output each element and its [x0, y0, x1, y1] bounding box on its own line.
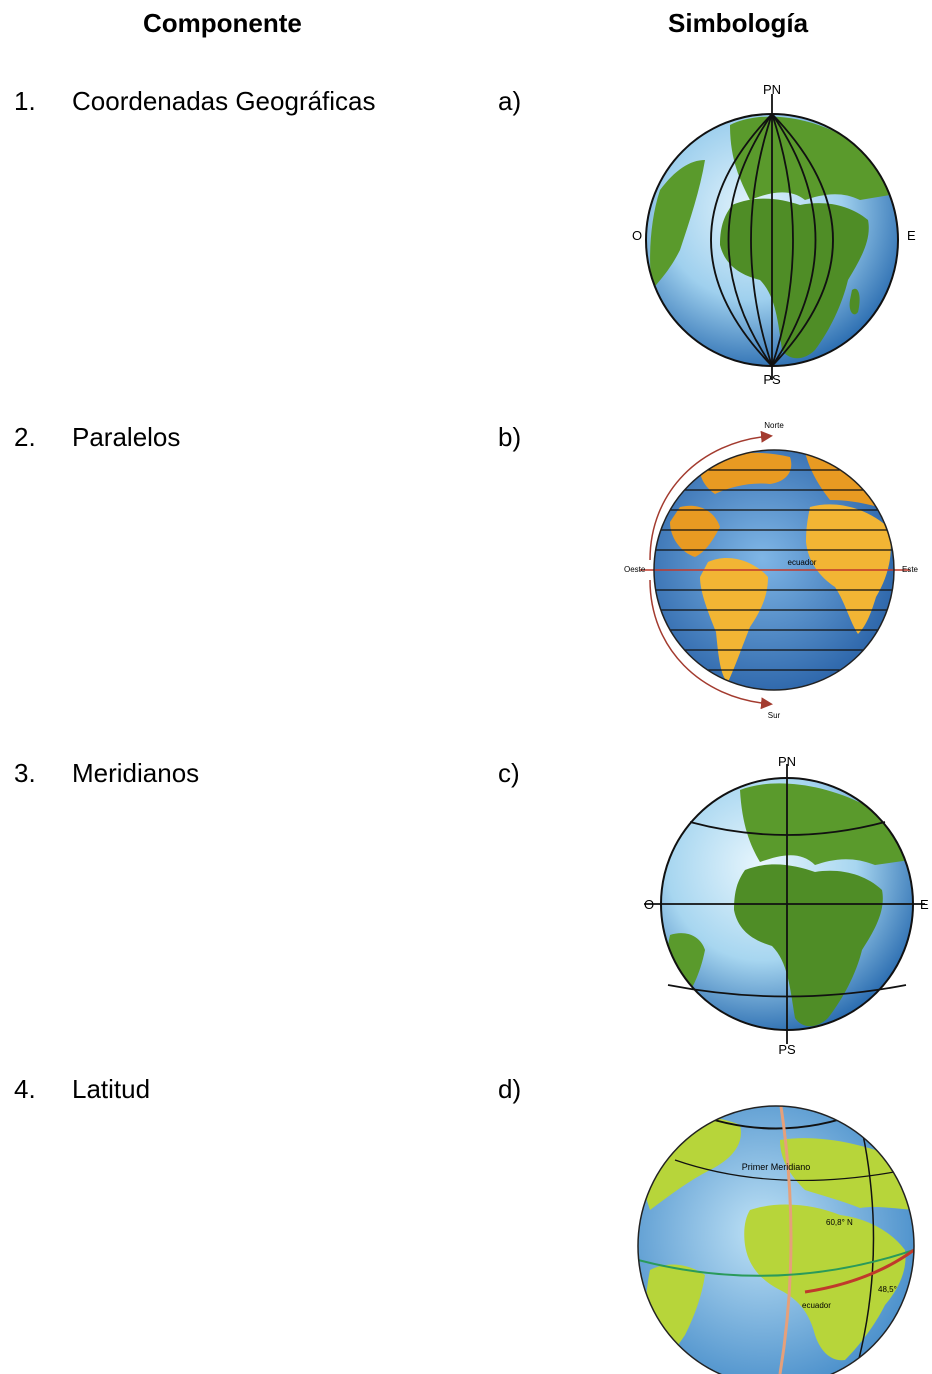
parallel-line	[674, 1159, 906, 1181]
item-label: Latitud	[72, 1074, 151, 1104]
item-label: Meridianos	[72, 758, 200, 788]
latitude-label-2: 48,5°	[878, 1285, 897, 1294]
coordinate-lines	[644, 764, 925, 1044]
prime-meridian-line	[778, 1106, 793, 1374]
item-number: 1.	[14, 86, 36, 116]
longitude-arc	[804, 1248, 914, 1294]
header-symbology: Simbología	[668, 8, 809, 38]
header-component: Componente	[143, 8, 302, 38]
item-letter: c)	[498, 758, 520, 788]
south-arrow	[649, 579, 773, 710]
east-label: E	[907, 228, 916, 243]
west-label: Oeste	[624, 565, 646, 574]
globe-meridians-image: PN PS O E	[632, 82, 916, 387]
prime-meridian-label: Primer Meridiano	[742, 1162, 811, 1172]
west-label: O	[632, 228, 642, 243]
west-label: O	[644, 897, 654, 912]
landmass	[650, 116, 890, 359]
north-label: PN	[778, 754, 796, 769]
item-number: 3.	[14, 758, 36, 788]
south-label: PS	[763, 372, 781, 387]
north-label: Norte	[764, 421, 784, 430]
equator-label: ecuador	[788, 558, 817, 567]
equator-label: ecuador	[802, 1301, 831, 1310]
east-label: E	[920, 897, 929, 912]
item-label: Paralelos	[72, 422, 181, 452]
landmass	[670, 452, 891, 682]
item-letter: b)	[498, 422, 522, 452]
south-label: PS	[778, 1042, 796, 1057]
east-label: Este	[902, 565, 919, 574]
north-label: PN	[763, 82, 781, 97]
north-arrow	[649, 430, 773, 561]
latitude-label: 60,8° N	[826, 1218, 853, 1227]
item-label: Coordenadas Geográficas	[72, 86, 376, 116]
south-label: Sur	[768, 711, 781, 720]
globe-coordinates-image: PN PS O E	[644, 754, 929, 1057]
globe-parallels-image: Norte Sur Oeste Este ecuador	[624, 421, 919, 720]
item-letter: a)	[498, 86, 522, 116]
item-number: 4.	[14, 1074, 36, 1104]
meridian-lines	[710, 94, 834, 380]
equator-line	[638, 1249, 914, 1277]
globe-latitude-image: Primer Meridiano 60,8° N ecuador 48,5°	[637, 1105, 915, 1374]
item-letter: d)	[498, 1074, 522, 1104]
item-number: 2.	[14, 422, 36, 452]
